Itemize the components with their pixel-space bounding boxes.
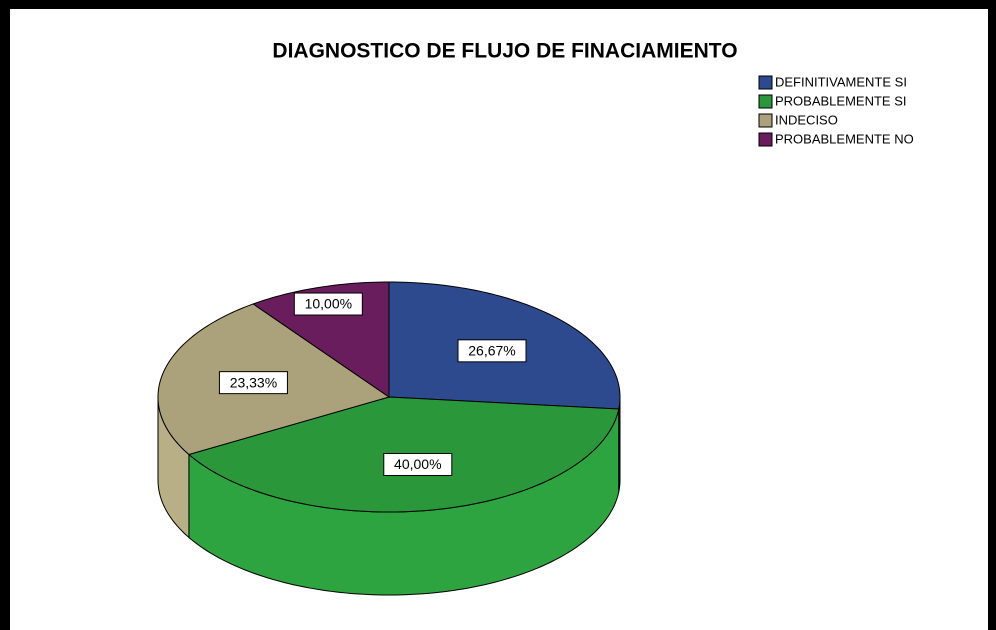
value-label: 10,00%	[305, 296, 352, 312]
value-label-box	[383, 452, 453, 476]
legend-swatch	[758, 132, 773, 147]
legend-swatch	[758, 113, 773, 128]
value-label-box	[218, 371, 288, 395]
legend-swatch	[758, 75, 773, 90]
legend-label: PROBABLEMENTE NO	[775, 131, 914, 146]
value-label-box	[293, 292, 363, 316]
value-label: 40,00%	[394, 456, 441, 472]
value-label: 26,67%	[468, 343, 515, 359]
value-label: 23,33%	[230, 374, 277, 390]
legend-label: PROBABLEMENTE SI	[775, 93, 906, 108]
chart-title: DIAGNOSTICO DE FLUJO DE FINACIAMIENTO	[272, 40, 737, 63]
value-label-box	[457, 339, 527, 363]
legend-swatch	[758, 94, 773, 109]
legend-label: INDECISO	[775, 112, 838, 127]
legend-label: DEFINITIVAMENTE SI	[775, 74, 907, 89]
